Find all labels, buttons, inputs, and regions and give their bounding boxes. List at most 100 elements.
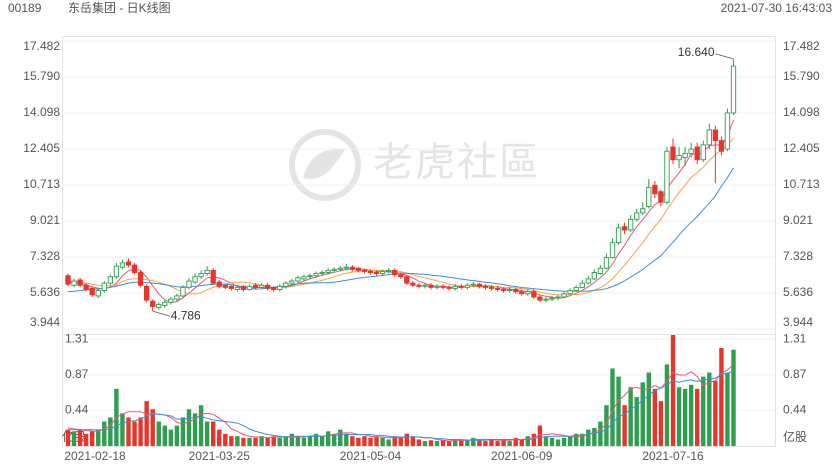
candle-body	[482, 285, 489, 288]
volume-bar	[664, 364, 670, 446]
volume-bar	[241, 437, 246, 446]
volume-bar	[410, 436, 416, 446]
candle-body	[682, 152, 688, 159]
volume-bar	[229, 436, 234, 446]
volume-bar	[174, 425, 180, 446]
x-tick-label: 2021-07-16	[642, 449, 704, 463]
candle-body	[295, 277, 301, 282]
candle-body	[628, 218, 634, 231]
volume-bar	[682, 388, 688, 446]
candle-body	[150, 300, 156, 307]
volume-bar	[646, 372, 651, 446]
volume-bar	[719, 348, 724, 446]
volume-bar	[604, 405, 609, 446]
candle-body	[452, 285, 458, 289]
candle-body	[210, 269, 216, 284]
volume-bar	[223, 433, 228, 446]
y-tick-label-right: 12.405	[783, 141, 820, 155]
volume-bar	[295, 436, 301, 446]
candle-body	[337, 267, 343, 270]
candle-body	[422, 284, 428, 287]
high-label: 16.640	[678, 45, 715, 59]
candle-body	[652, 184, 658, 195]
candle-body	[319, 272, 325, 275]
candle-body	[476, 283, 483, 287]
candle-body	[634, 212, 640, 220]
volume-bar	[489, 439, 494, 446]
volume-bar	[640, 382, 645, 446]
candle-body	[186, 280, 192, 288]
candle-body	[507, 289, 513, 292]
volume-bar	[204, 421, 210, 446]
volume-bar	[495, 441, 500, 446]
candle-body	[222, 284, 228, 288]
y-tick-label-right: 9.021	[783, 213, 813, 227]
candle-body	[470, 283, 476, 286]
volume-bar	[259, 436, 264, 446]
volume-bar	[658, 401, 664, 446]
candle-body	[277, 285, 283, 290]
y-tick-label-right: 15.790	[783, 69, 820, 83]
volume-bar	[374, 436, 379, 446]
volume-bar	[580, 433, 585, 446]
candle-body	[131, 264, 138, 273]
volume-tick-label: 0.87	[65, 367, 89, 381]
stock-code: 00189	[8, 1, 42, 15]
y-tick-label: 14.098	[23, 105, 60, 119]
candle-body	[95, 290, 101, 297]
candle-body	[246, 285, 253, 290]
x-tick-label: 2021-03-25	[189, 449, 251, 463]
candle-body	[240, 285, 247, 290]
volume-bar	[701, 376, 706, 446]
candle-body	[265, 284, 271, 289]
candle-body	[464, 284, 470, 288]
candle-body	[694, 146, 700, 161]
volume-bar	[319, 436, 325, 446]
volume-bar	[549, 437, 555, 446]
volume-bar	[592, 428, 597, 446]
volume-bar	[634, 397, 639, 446]
candle-body	[355, 267, 362, 271]
volume-bar	[126, 417, 131, 446]
candle-body	[724, 112, 731, 150]
y-tick-label: 15.790	[23, 69, 60, 83]
candle-body	[289, 280, 295, 284]
candle-body	[234, 286, 241, 290]
candle-body	[525, 291, 531, 295]
y-tick-label: 17.482	[23, 39, 60, 53]
volume-bar	[652, 388, 658, 446]
volume-bar	[676, 387, 682, 446]
volume-bar	[108, 417, 113, 446]
volume-bar	[247, 437, 252, 446]
candle-body	[500, 289, 507, 292]
candle-body	[107, 276, 114, 284]
candle-body	[609, 242, 616, 259]
volume-bar	[695, 388, 700, 446]
low-label: 4.786	[171, 308, 201, 322]
volume-bar	[65, 429, 71, 446]
y-tick-label-right: 14.098	[783, 105, 820, 119]
volume-bar	[271, 436, 276, 446]
candle-body	[162, 301, 168, 306]
volume-tick-label: 0.44	[65, 402, 89, 416]
candle-body	[543, 298, 549, 301]
timestamp: 2021-07-30 16:43:03	[721, 1, 833, 15]
candle-body	[83, 284, 89, 290]
volume-bar	[338, 429, 343, 446]
volume-bar	[574, 433, 579, 446]
volume-bar	[96, 429, 101, 446]
volume-bar	[688, 384, 694, 446]
candle-body	[349, 266, 355, 270]
volume-bar	[731, 349, 736, 446]
candle-body	[585, 278, 591, 284]
candle-body	[428, 284, 434, 288]
volume-bar	[392, 436, 397, 446]
volume-bar	[555, 439, 561, 446]
candle-body	[77, 279, 83, 286]
candle-body	[537, 296, 543, 301]
volume-tick-label: 1.31	[65, 331, 89, 345]
candle-body	[89, 288, 95, 296]
candle-body	[416, 284, 422, 287]
candle-body	[331, 268, 337, 271]
candle-body	[597, 267, 604, 275]
